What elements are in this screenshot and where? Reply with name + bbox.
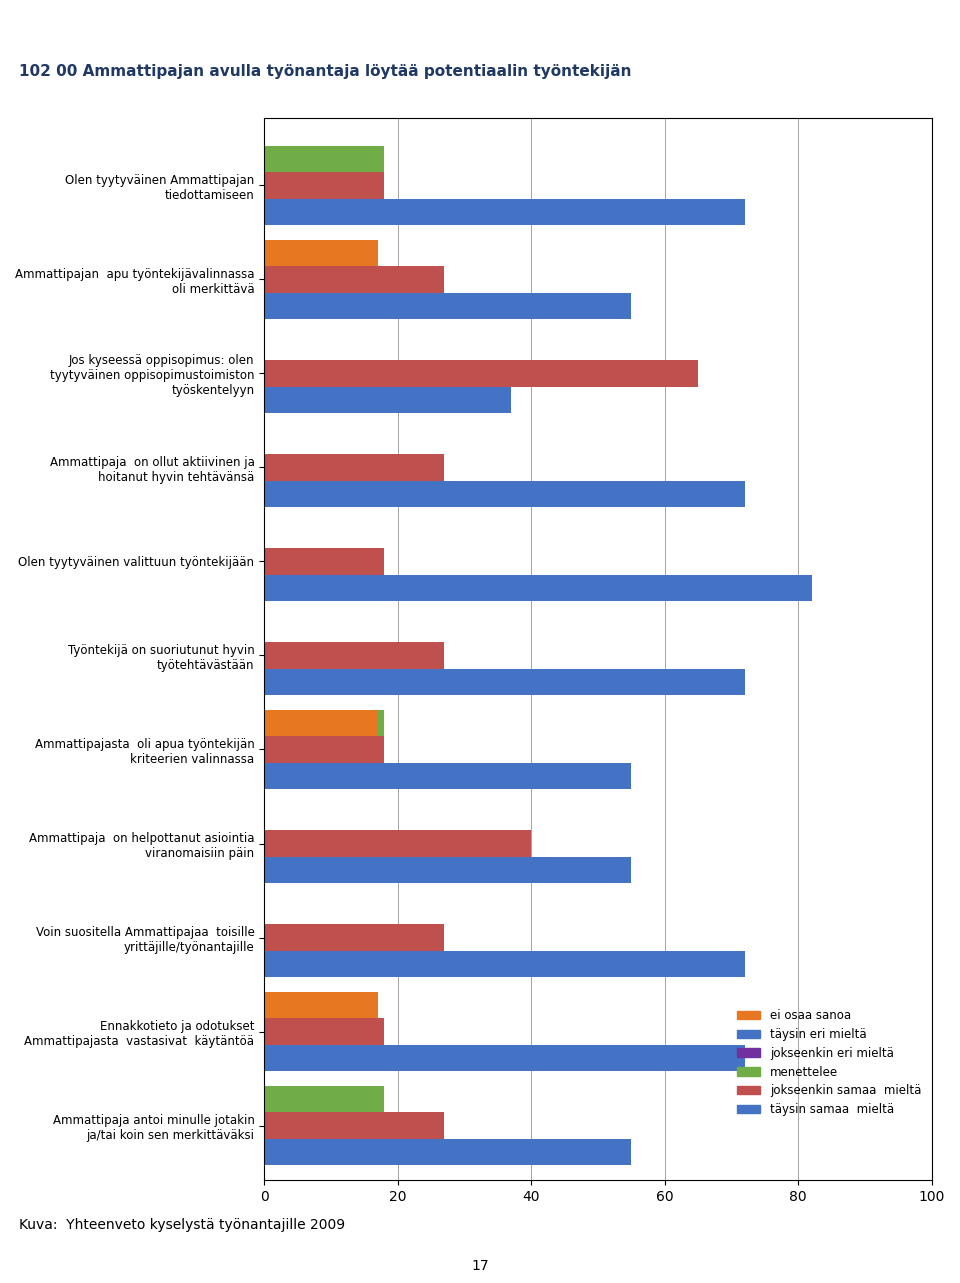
Bar <box>264 736 384 762</box>
Bar <box>264 1019 384 1044</box>
Bar <box>264 709 384 736</box>
Bar <box>264 548 384 575</box>
Bar <box>264 1044 745 1071</box>
Bar <box>264 830 531 857</box>
Bar <box>264 199 745 225</box>
Bar <box>264 172 384 199</box>
Bar <box>264 146 384 172</box>
Legend: ei osaa sanoa, täysin eri mieltä, jokseenkin eri mieltä, menettelee, jokseenkin : ei osaa sanoa, täysin eri mieltä, joksee… <box>732 1005 925 1121</box>
Bar <box>264 1112 444 1139</box>
Bar <box>264 293 632 319</box>
Text: Kuva:  Yhteenveto kyselystä työnantajille 2009: Kuva: Yhteenveto kyselystä työnantajille… <box>19 1218 346 1232</box>
Bar <box>264 992 377 1019</box>
Text: 17: 17 <box>471 1259 489 1273</box>
Bar <box>264 924 444 951</box>
Bar <box>264 575 811 600</box>
Bar <box>264 951 745 978</box>
Text: 102 00 Ammattipajan avulla työnantaja löytää potentiaalin työntekijän: 102 00 Ammattipajan avulla työnantaja lö… <box>19 64 632 80</box>
Bar <box>264 386 512 413</box>
Bar <box>264 361 698 386</box>
Bar <box>264 266 444 293</box>
Bar <box>264 454 444 481</box>
Bar <box>264 240 377 266</box>
Bar <box>264 857 632 883</box>
Bar <box>264 1139 632 1165</box>
Bar <box>264 643 444 668</box>
Bar <box>264 709 377 736</box>
Bar <box>264 668 745 695</box>
Bar <box>264 762 632 789</box>
Bar <box>264 481 745 507</box>
Bar <box>264 1087 384 1112</box>
